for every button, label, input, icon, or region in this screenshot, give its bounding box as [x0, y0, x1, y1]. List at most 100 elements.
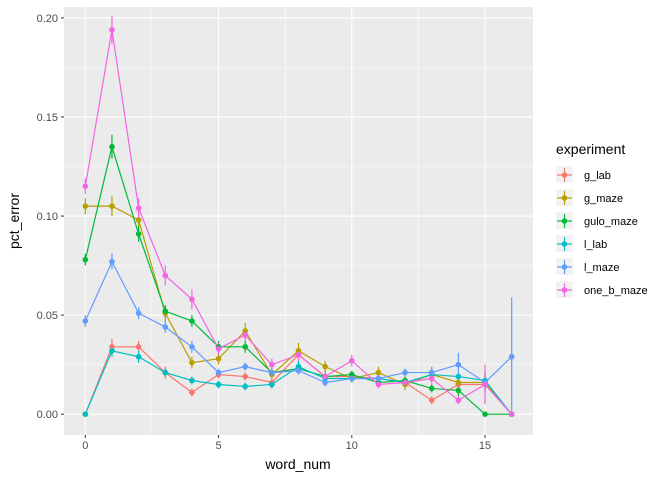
- legend-key-point: [561, 287, 568, 293]
- x-tick-label: 5: [215, 440, 221, 452]
- x-tick-label: 0: [82, 440, 88, 452]
- l_maze-point: [402, 369, 408, 376]
- one_b_maze-point: [295, 351, 302, 358]
- l_lab-point: [215, 381, 222, 388]
- one_b_maze-point: [322, 373, 328, 380]
- l_maze-point: [135, 310, 142, 316]
- y-tick-label: 0.15: [37, 112, 58, 124]
- l_maze-point: [322, 379, 328, 386]
- g_lab-point: [242, 373, 249, 380]
- y-tick-label: 0.00: [37, 409, 58, 421]
- legend-label-g_maze: g_maze: [584, 193, 623, 205]
- g_maze-point: [215, 355, 222, 362]
- l_lab-point: [189, 377, 195, 384]
- one_b_maze-point: [82, 183, 89, 190]
- g_maze-point: [322, 363, 328, 370]
- l_lab-point: [82, 411, 89, 417]
- legend: experiment g_lab g_maze gulo_maze l_lab l_ma…: [556, 141, 648, 298]
- g_maze-point: [189, 359, 195, 366]
- g_maze-point: [455, 379, 462, 386]
- g_lab-point: [109, 344, 115, 350]
- one_b_maze-point: [375, 381, 382, 388]
- legend-key-one_b_maze: [556, 281, 573, 298]
- gulo_maze-point: [135, 231, 142, 237]
- one_b_maze-point: [428, 375, 435, 382]
- legend-key-point: [561, 195, 568, 201]
- g_maze-point: [375, 369, 382, 376]
- gulo_maze-point: [428, 385, 435, 392]
- legend-label-one_b_maze: one_b_maze: [584, 285, 648, 297]
- l_lab-point: [242, 383, 249, 390]
- g_maze-point: [82, 203, 89, 209]
- l_maze-point: [189, 344, 195, 350]
- l_maze-point: [215, 369, 222, 376]
- g_lab-point: [428, 397, 435, 404]
- one_b_maze-point: [348, 357, 355, 364]
- one_b_maze-point: [135, 205, 142, 211]
- y-tick-label: 0.10: [37, 211, 58, 223]
- legend-key-point: [561, 218, 568, 224]
- legend-label-g_lab: g_lab: [584, 170, 611, 182]
- y-axis-title: pct_error: [6, 193, 22, 249]
- legend-key-l_maze: [556, 258, 573, 275]
- gulo_maze-point: [162, 308, 169, 314]
- l_maze-point: [455, 361, 462, 368]
- l_lab-point: [162, 369, 169, 376]
- legend-key-g_maze: [556, 189, 573, 206]
- g_maze-point: [135, 217, 142, 223]
- l_lab-point: [455, 373, 462, 380]
- one_b_maze-point: [269, 361, 275, 368]
- l_maze-point: [508, 353, 515, 360]
- one_b_maze-point: [508, 411, 515, 417]
- legend-key-g_lab: [556, 166, 573, 183]
- gulo_maze-point: [242, 344, 249, 350]
- one_b_maze-point: [402, 379, 408, 386]
- one_b_maze-point: [162, 272, 169, 279]
- l_maze-point: [428, 369, 435, 376]
- one_b_maze-point: [455, 397, 462, 404]
- legend-key-point: [561, 172, 568, 178]
- gulo_maze-point: [189, 318, 195, 324]
- x-tick-label: 10: [346, 440, 358, 452]
- legend-key-l_lab: [556, 235, 573, 252]
- one_b_maze-point: [242, 332, 249, 338]
- l_lab-point: [135, 353, 142, 360]
- legend-key-point: [561, 241, 568, 247]
- series-points: [82, 26, 515, 417]
- g_maze-point: [242, 328, 249, 334]
- l_maze-point: [162, 324, 169, 330]
- g_maze-point: [109, 203, 115, 209]
- g_maze-point: [295, 347, 302, 354]
- gulo_maze-point: [455, 387, 462, 394]
- l_lab-point: [269, 381, 275, 388]
- y-tick-label: 0.05: [37, 310, 58, 322]
- x-axis: 0 5 10 15: [82, 435, 491, 452]
- l_maze-point: [295, 367, 302, 374]
- l_maze-point: [348, 375, 355, 382]
- l_maze-point: [109, 258, 115, 265]
- legend-title: experiment: [556, 141, 625, 157]
- l_maze-point: [375, 375, 382, 382]
- gulo_maze-point: [82, 256, 89, 263]
- l_maze-point: [242, 363, 249, 370]
- l_lab-point: [295, 363, 302, 370]
- l_lab-point: [109, 347, 115, 354]
- legend-key-gulo_maze: [556, 212, 573, 229]
- legend-key-point: [561, 264, 568, 270]
- one_b_maze-point: [482, 381, 488, 388]
- gulo_maze-point: [348, 371, 355, 378]
- legend-label-l_maze: l_maze: [584, 262, 619, 274]
- l_maze-point: [82, 318, 89, 324]
- y-tick-label: 0.20: [37, 13, 58, 25]
- g_lab-point: [135, 344, 142, 350]
- gulo_maze-point: [109, 143, 115, 150]
- legend-label-l_lab: l_lab: [584, 239, 607, 251]
- g_lab-point: [189, 389, 195, 396]
- one_b_maze-point: [215, 346, 222, 352]
- x-tick-label: 15: [479, 440, 491, 452]
- minor-gridlines: [64, 7, 533, 435]
- y-axis: 0.00 0.05 0.10 0.15 0.20: [37, 13, 64, 421]
- one_b_maze-point: [189, 296, 195, 303]
- gulo_maze-point: [482, 411, 488, 417]
